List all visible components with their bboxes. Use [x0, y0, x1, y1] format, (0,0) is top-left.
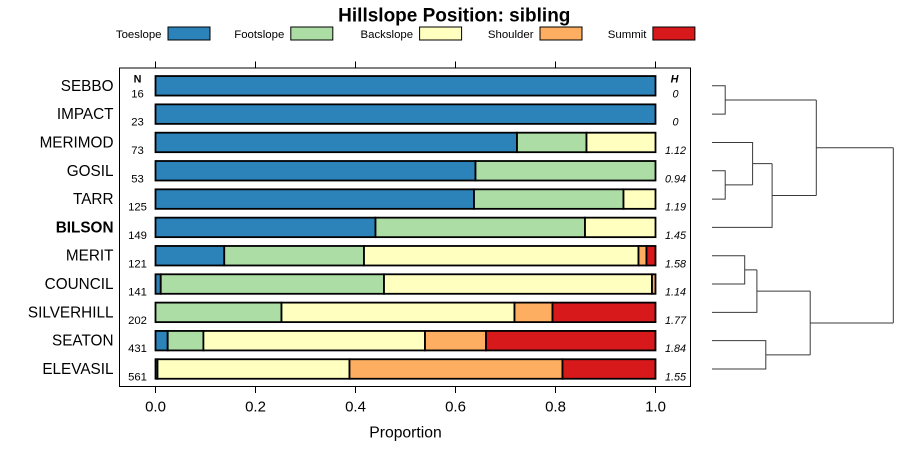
svg-text:SEATON: SEATON [52, 333, 114, 350]
svg-text:1.12: 1.12 [665, 145, 686, 157]
svg-text:Footslope: Footslope [234, 29, 284, 41]
svg-text:Proportion: Proportion [369, 425, 441, 442]
svg-text:0.0: 0.0 [145, 399, 166, 416]
svg-text:0.4: 0.4 [345, 399, 366, 416]
svg-text:Shoulder: Shoulder [488, 29, 534, 41]
svg-text:1.58: 1.58 [665, 258, 686, 270]
svg-text:N: N [134, 74, 142, 86]
svg-text:0.2: 0.2 [245, 399, 266, 416]
svg-text:Hillslope Position: sibling: Hillslope Position: sibling [338, 6, 570, 27]
svg-text:141: 141 [128, 287, 147, 299]
svg-text:MERIT: MERIT [66, 248, 114, 265]
svg-text:GOSIL: GOSIL [67, 163, 114, 180]
svg-text:0: 0 [672, 88, 678, 100]
svg-text:Backslope: Backslope [361, 29, 414, 41]
svg-text:149: 149 [128, 230, 147, 242]
svg-text:1.19: 1.19 [665, 202, 686, 214]
svg-text:SILVERHILL: SILVERHILL [28, 304, 114, 321]
svg-text:1.0: 1.0 [645, 399, 666, 416]
svg-text:1.77: 1.77 [665, 315, 687, 327]
svg-text:COUNCIL: COUNCIL [45, 276, 114, 293]
svg-text:1.14: 1.14 [665, 287, 686, 299]
svg-text:BILSON: BILSON [56, 219, 114, 236]
svg-text:202: 202 [128, 315, 147, 327]
svg-text:MERIMOD: MERIMOD [40, 134, 114, 151]
svg-text:53: 53 [131, 173, 144, 185]
svg-text:16: 16 [131, 88, 144, 100]
svg-text:0: 0 [672, 117, 678, 129]
svg-text:1.45: 1.45 [665, 230, 687, 242]
svg-text:1.84: 1.84 [665, 343, 686, 355]
svg-text:IMPACT: IMPACT [57, 106, 114, 123]
svg-text:73: 73 [131, 145, 144, 157]
svg-text:Summit: Summit [608, 29, 647, 41]
svg-text:ELEVASIL: ELEVASIL [42, 361, 113, 378]
svg-text:23: 23 [131, 117, 144, 129]
svg-text:125: 125 [128, 202, 147, 214]
svg-text:0.94: 0.94 [665, 173, 686, 185]
svg-text:121: 121 [128, 258, 147, 270]
svg-text:H: H [671, 74, 679, 86]
svg-text:SEBBO: SEBBO [61, 78, 114, 95]
svg-text:0.8: 0.8 [545, 399, 566, 416]
svg-text:431: 431 [128, 343, 147, 355]
svg-text:1.55: 1.55 [665, 372, 687, 384]
svg-text:561: 561 [128, 372, 147, 384]
svg-text:Toeslope: Toeslope [116, 29, 162, 41]
svg-text:0.6: 0.6 [445, 399, 466, 416]
svg-text:TARR: TARR [73, 191, 114, 208]
